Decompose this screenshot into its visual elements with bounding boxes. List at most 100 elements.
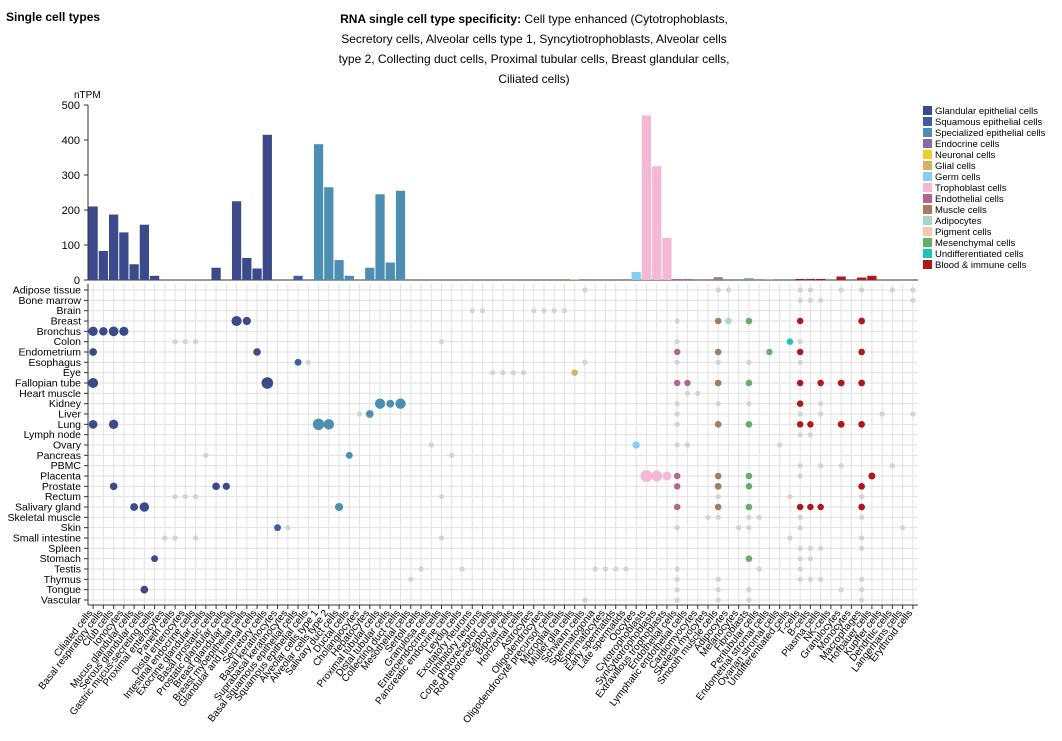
- expression-dot: [807, 556, 814, 562]
- row-label: Lymph node: [24, 429, 82, 441]
- expression-dot: [182, 494, 188, 500]
- expression-dot: [746, 525, 752, 531]
- expression-dot: [673, 503, 681, 511]
- legend-label: Glial cells: [935, 161, 976, 172]
- legend-label: Pigment cells: [935, 227, 992, 238]
- expression-dot: [428, 442, 434, 448]
- expression-dot: [374, 398, 386, 409]
- bar: [231, 201, 242, 280]
- expression-dot: [108, 419, 119, 430]
- expression-dot: [613, 566, 619, 572]
- legend-swatch: [923, 205, 932, 214]
- expression-dot: [807, 421, 814, 428]
- expression-dot: [335, 502, 344, 512]
- expression-dot: [418, 566, 424, 572]
- bar: [672, 278, 682, 280]
- bar: [242, 257, 252, 280]
- expression-dot: [858, 503, 866, 511]
- expression-dot: [582, 359, 588, 365]
- expression-dot: [674, 359, 680, 365]
- row-label: Thymus: [44, 574, 81, 586]
- legend-swatch: [923, 161, 932, 170]
- expression-dot: [356, 411, 363, 417]
- expression-dot: [797, 463, 803, 469]
- expression-dot: [139, 502, 150, 512]
- row-label: Colon: [54, 336, 82, 348]
- expression-dot: [745, 472, 753, 480]
- expression-dot: [859, 587, 865, 593]
- expression-dot: [231, 315, 242, 327]
- expression-dot: [602, 566, 609, 572]
- expression-dot: [714, 482, 722, 490]
- expression-dot: [674, 442, 680, 448]
- bar: [375, 194, 385, 280]
- expression-dot: [797, 576, 803, 582]
- expression-dot: [715, 576, 721, 582]
- expression-dot: [674, 587, 680, 593]
- row-label: Spleen: [48, 543, 81, 555]
- row-label: Brain: [56, 305, 81, 317]
- expression-dot: [345, 451, 353, 459]
- expression-dot: [837, 379, 845, 387]
- expression-dot: [674, 597, 680, 603]
- expression-dot: [571, 369, 578, 376]
- legend-swatch: [923, 128, 932, 137]
- bar: [816, 278, 826, 280]
- legend-swatch: [923, 260, 932, 269]
- bar: [334, 260, 344, 280]
- row-label: Placenta: [40, 471, 81, 483]
- expression-dot: [796, 317, 804, 325]
- row-label: Eye: [63, 367, 81, 379]
- expression-dot: [172, 535, 178, 541]
- row-label: Fallopian tube: [15, 378, 81, 390]
- expression-dot: [203, 452, 209, 458]
- bar: [385, 262, 395, 280]
- expression-dot: [745, 421, 753, 428]
- bar: [857, 277, 867, 280]
- expression-dot: [395, 398, 406, 409]
- expression-dot: [261, 377, 274, 389]
- expression-dot: [714, 503, 722, 511]
- expression-dot: [797, 514, 803, 520]
- expression-dot: [796, 348, 804, 356]
- expression-dot: [777, 442, 783, 448]
- row-label: Tongue: [47, 584, 82, 596]
- expression-dot: [756, 514, 762, 520]
- expression-dot: [859, 494, 865, 500]
- expression-dot: [561, 308, 568, 314]
- expression-dot: [817, 379, 824, 387]
- expression-dot: [858, 348, 865, 356]
- expression-dot: [674, 411, 680, 417]
- y-tick-label: 200: [62, 205, 80, 217]
- expression-dot: [500, 370, 506, 376]
- expression-dot: [99, 327, 108, 336]
- expression-dot: [889, 287, 895, 293]
- expression-dot: [796, 503, 804, 511]
- legend-label: Undifferentiated cells: [935, 249, 1024, 260]
- expression-dot: [858, 317, 866, 325]
- expression-dot: [725, 317, 732, 325]
- expression-dot: [640, 470, 653, 482]
- expression-dot: [868, 472, 876, 480]
- expression-dot: [109, 482, 118, 491]
- expression-dot: [705, 514, 711, 520]
- bar: [662, 238, 672, 280]
- bar: [867, 275, 877, 280]
- row-label: Pancreas: [37, 450, 81, 462]
- expression-dot: [879, 411, 885, 417]
- bar: [641, 115, 652, 280]
- expression-dot: [674, 339, 680, 345]
- expression-dot: [673, 472, 681, 480]
- expression-dot: [140, 585, 149, 594]
- expression-dot: [818, 401, 824, 407]
- row-label: Stomach: [40, 553, 82, 565]
- expression-dot: [797, 556, 803, 562]
- expression-dot: [746, 587, 752, 593]
- row-label: Ovary: [53, 440, 82, 452]
- expression-dot: [674, 318, 680, 324]
- bar: [805, 278, 816, 280]
- row-label: Esophagus: [28, 357, 81, 369]
- expression-dot: [684, 442, 691, 448]
- expression-dot: [797, 432, 803, 438]
- y-tick-label: 300: [62, 170, 80, 182]
